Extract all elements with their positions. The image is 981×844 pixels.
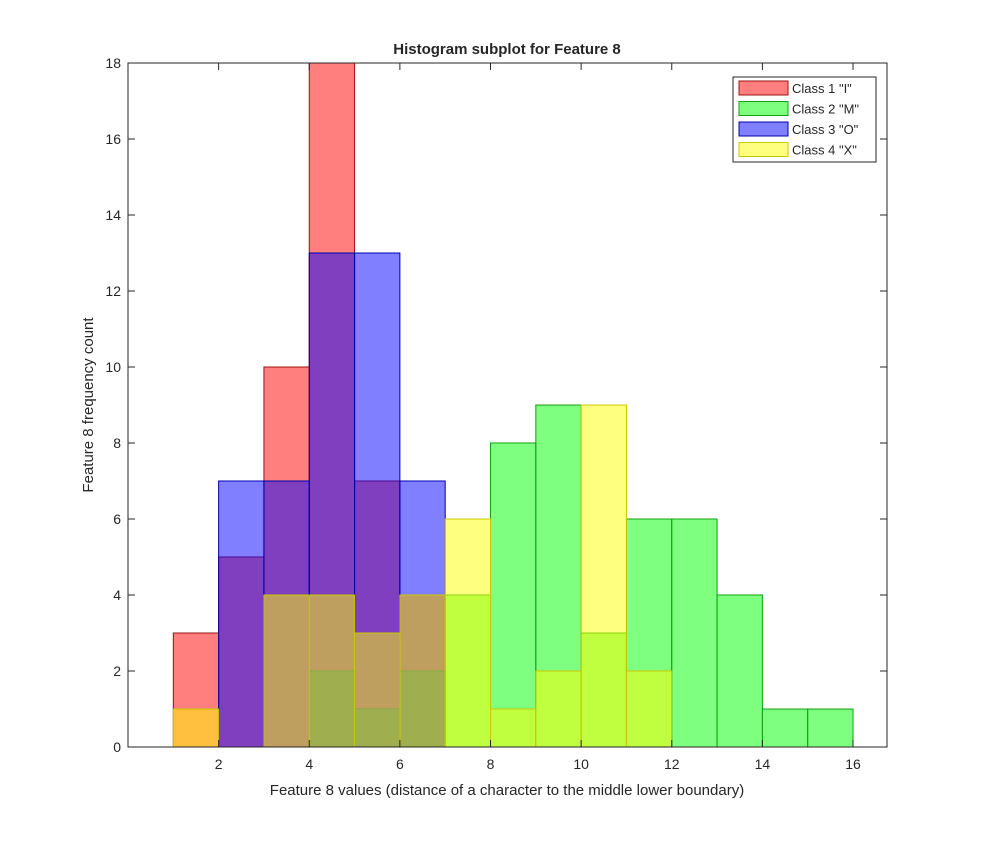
y-tick-label: 8 [113,435,121,451]
bar-series4-bin9 [580,404,627,748]
bar-series4-bin3 [308,594,356,748]
axes-box [127,62,888,748]
x-axis-label: Feature 8 values (distance of a characte… [270,782,744,799]
legend-swatch-4 [738,142,789,157]
x-tick-label: 10 [573,756,589,772]
legend-label-1: Class 1 "I" [792,81,852,96]
bar-series4-bin6 [444,518,492,748]
bar-series4-bin10 [625,670,673,748]
x-tick-label: 12 [664,756,680,772]
legend-label-2: Class 2 "M" [792,102,859,117]
x-tick-label: 8 [487,756,495,772]
y-tick-label: 12 [105,283,121,299]
y-tick-label: 10 [105,359,121,375]
bar-series2-bin11 [761,708,809,748]
ticks-layer: 2 4 6 8 10 12 14 16 0 2 4 6 8 10 12 14 16 18 [105,55,887,772]
bar-series4-bin4 [354,632,401,748]
bar-series3-bin1 [218,480,265,748]
bar-series4-bin5 [399,594,446,748]
bar-series2-bin10 [716,594,763,748]
bar-series4-bin7 [490,708,537,748]
y-tick-label: 2 [113,663,121,679]
bar-series2-bin9 [671,518,718,748]
bar-series4-bin8 [535,670,582,748]
y-tick-label: 0 [113,739,121,755]
bars-layer [172,62,854,748]
bar-series4-bin1 [172,708,220,748]
legend-swatch-1 [738,80,789,96]
y-tick-label: 4 [113,587,121,603]
y-tick-label: 18 [105,55,121,71]
x-tick-label: 6 [396,756,404,772]
bar-series4-bin2 [263,594,310,748]
legend-label-4: Class 4 "X" [792,143,857,158]
bar-series2-bin5 [490,442,537,748]
y-tick-label: 6 [113,511,121,527]
y-tick-label: 14 [105,207,121,223]
y-tick-label: 16 [105,131,121,147]
x-tick-label: 14 [755,756,771,772]
legend-swatch-2 [738,101,789,116]
legend: Class 1 "I" Class 2 "M" Class 3 "O" Class 4… [732,76,877,163]
x-tick-label: 2 [215,756,223,772]
chart-title: Histogram subplot for Feature 8 [393,41,621,58]
x-tick-label: 4 [305,756,313,772]
x-tick-label: 16 [845,756,861,772]
bar-series2-bin12 [807,708,854,748]
legend-swatch-3 [738,121,789,137]
y-axis-label: Feature 8 frequency count [80,317,97,493]
legend-label-3: Class 3 "O" [792,122,859,137]
